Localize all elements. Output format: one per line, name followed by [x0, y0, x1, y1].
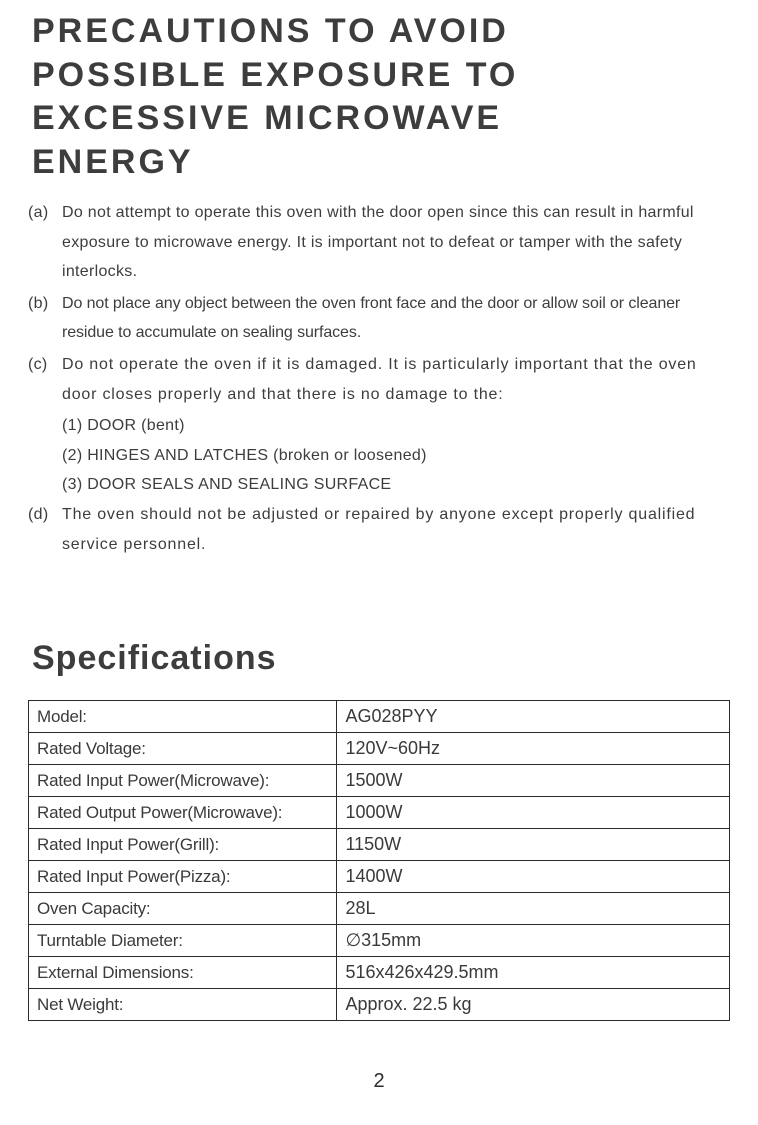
- precaution-b: (b) Do not place any object between the …: [28, 289, 730, 348]
- spec-value: 1400W: [337, 861, 730, 893]
- table-row: Rated Output Power(Microwave): 1000W: [29, 797, 730, 829]
- specifications-table: Model: AG028PYY Rated Voltage: 120V~60Hz…: [28, 700, 730, 1021]
- page-number: 2: [0, 1070, 758, 1093]
- precaution-a-text: Do not attempt to operate this oven with…: [62, 198, 730, 287]
- spec-value: AG028PYY: [337, 701, 730, 733]
- spec-label: Model:: [29, 701, 337, 733]
- title-line-2: POSSIBLE EXPOSURE TO: [32, 56, 518, 94]
- table-row: Rated Input Power(Grill): 1150W: [29, 829, 730, 861]
- spec-label: Rated Input Power(Grill):: [29, 829, 337, 861]
- spec-value: 120V~60Hz: [337, 733, 730, 765]
- table-row: Rated Input Power(Pizza): 1400W: [29, 861, 730, 893]
- manual-page: PRECAUTIONS TO AVOID POSSIBLE EXPOSURE T…: [0, 0, 758, 1125]
- spec-label: Oven Capacity:: [29, 893, 337, 925]
- table-row: External Dimensions: 516x426x429.5mm: [29, 957, 730, 989]
- marker-d: (d): [28, 500, 62, 559]
- table-row: Rated Input Power(Microwave): 1500W: [29, 765, 730, 797]
- table-row: Net Weight: Approx. 22.5 kg: [29, 989, 730, 1021]
- spec-value: 28L: [337, 893, 730, 925]
- spec-value: ∅315mm: [337, 925, 730, 957]
- marker-a: (a): [28, 198, 62, 287]
- precaution-b-text: Do not place any object between the oven…: [62, 289, 730, 348]
- precaution-d-text: The oven should not be adjusted or repai…: [62, 500, 730, 559]
- table-row: Rated Voltage: 120V~60Hz: [29, 733, 730, 765]
- spec-value: 1150W: [337, 829, 730, 861]
- spec-label: Turntable Diameter:: [29, 925, 337, 957]
- table-row: Turntable Diameter: ∅315mm: [29, 925, 730, 957]
- spec-label: Rated Output Power(Microwave):: [29, 797, 337, 829]
- spec-label: Rated Voltage:: [29, 733, 337, 765]
- spec-value: 1500W: [337, 765, 730, 797]
- title-line-4: ENERGY: [32, 143, 194, 181]
- page-title: PRECAUTIONS TO AVOID POSSIBLE EXPOSURE T…: [32, 10, 730, 184]
- spec-value: 516x426x429.5mm: [337, 957, 730, 989]
- spec-value: 1000W: [337, 797, 730, 829]
- precaution-a: (a) Do not attempt to operate this oven …: [28, 198, 730, 287]
- title-line-1: PRECAUTIONS TO AVOID: [32, 12, 509, 50]
- spec-label: Rated Input Power(Pizza):: [29, 861, 337, 893]
- spec-label: Rated Input Power(Microwave):: [29, 765, 337, 797]
- marker-c: (c): [28, 350, 62, 409]
- table-row: Model: AG028PYY: [29, 701, 730, 733]
- spec-label: Net Weight:: [29, 989, 337, 1021]
- precaution-c-text: Do not operate the oven if it is damaged…: [62, 350, 730, 409]
- precautions-list: (a) Do not attempt to operate this oven …: [28, 198, 730, 559]
- specifications-heading: Specifications: [32, 639, 730, 678]
- precaution-c-sub1: (1) DOOR (bent): [28, 411, 730, 441]
- precaution-d: (d) The oven should not be adjusted or r…: [28, 500, 730, 559]
- precaution-c-sub2: (2) HINGES AND LATCHES (broken or loosen…: [28, 441, 730, 471]
- precaution-c-sub3: (3) DOOR SEALS AND SEALING SURFACE: [28, 470, 730, 500]
- title-line-3: EXCESSIVE MICROWAVE: [32, 99, 502, 137]
- spec-value: Approx. 22.5 kg: [337, 989, 730, 1021]
- precaution-c: (c) Do not operate the oven if it is dam…: [28, 350, 730, 409]
- spec-label: External Dimensions:: [29, 957, 337, 989]
- table-row: Oven Capacity: 28L: [29, 893, 730, 925]
- marker-b: (b): [28, 289, 62, 348]
